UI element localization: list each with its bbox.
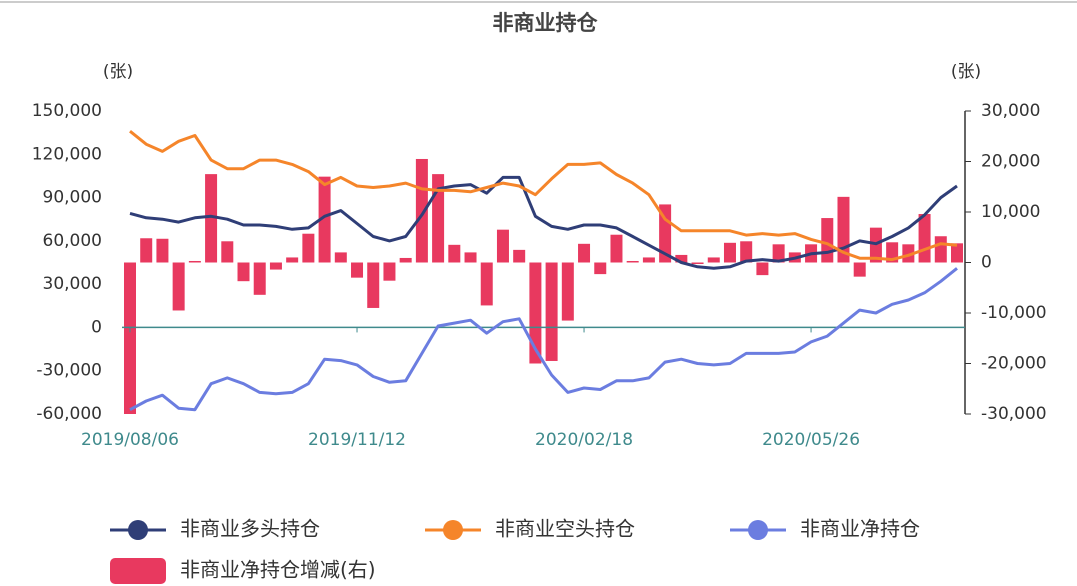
chart-title: 非商业持仓 [493,11,599,35]
legend-label: 非商业净持仓 [800,517,920,541]
bar [740,241,753,263]
x-tick-label: 2020/05/26 [762,430,860,450]
bar [188,260,201,263]
bar [513,249,526,263]
bar [756,262,769,276]
line [129,267,958,412]
y2-tick-label: 10,000 [981,202,1040,222]
y-tick-label: 60,000 [43,231,102,251]
bar [934,236,947,263]
bar [448,244,461,263]
line [129,130,958,262]
y-tick-label: 30,000 [43,274,102,294]
bar [853,262,866,277]
y2-tick-label: 20,000 [981,152,1040,172]
bar [237,262,250,282]
bar [172,262,185,311]
y-tick-label: -60,000 [36,404,102,424]
y2-tick-label: -20,000 [981,354,1047,374]
bar [578,243,591,263]
legend-swatch [110,558,166,584]
bar [561,262,574,321]
bar [691,262,704,265]
y2-tick-label: -30,000 [981,404,1047,424]
bar [707,257,720,263]
bar [918,214,931,263]
bar [205,174,218,263]
bar [951,243,963,263]
bar [269,262,282,270]
bar [642,257,655,263]
bar [675,254,688,263]
legend-label: 非商业空头持仓 [495,517,635,541]
bar [253,262,266,295]
x-tick-label: 2020/02/18 [535,430,633,450]
bar [334,252,347,263]
bar [772,244,785,263]
bar [545,262,558,361]
legend-label: 非商业净持仓增减(右) [180,558,376,582]
bar [383,262,396,281]
bar [529,262,542,364]
y2-tick-label: 30,000 [981,101,1040,121]
bar [221,241,234,263]
bar [821,218,834,263]
bar [723,242,736,263]
bar [464,252,477,263]
bar [415,158,428,263]
bar [480,262,493,306]
line [129,175,958,270]
y2-tick-label: 0 [981,253,992,273]
bar [902,244,915,263]
y2-tick-label: -10,000 [981,303,1047,323]
y-tick-label: 90,000 [43,188,102,208]
y-tick-label: 150,000 [32,101,102,121]
bar [351,262,364,278]
bar [156,238,169,263]
x-tick-label: 2019/11/12 [308,430,406,450]
bar [399,257,412,263]
bar [302,233,315,263]
bar [610,234,623,263]
legend-swatch [748,520,768,540]
bar [140,238,153,263]
bar [594,262,607,275]
bar [286,257,299,263]
legend-swatch [128,520,148,540]
x-tick-label: 2019/08/06 [81,430,179,450]
legend-swatch [443,520,463,540]
bar [124,262,136,414]
bar [496,229,509,263]
y-tick-label: 120,000 [32,144,102,164]
y-unit: (张) [103,62,133,82]
y-tick-label: 0 [91,317,102,337]
y-tick-label: -30,000 [36,361,102,381]
y2-unit: (张) [951,62,981,82]
legend-label: 非商业多头持仓 [180,517,320,541]
bar [659,204,672,263]
bar [367,262,380,308]
bar [626,260,639,263]
bar [318,176,331,263]
